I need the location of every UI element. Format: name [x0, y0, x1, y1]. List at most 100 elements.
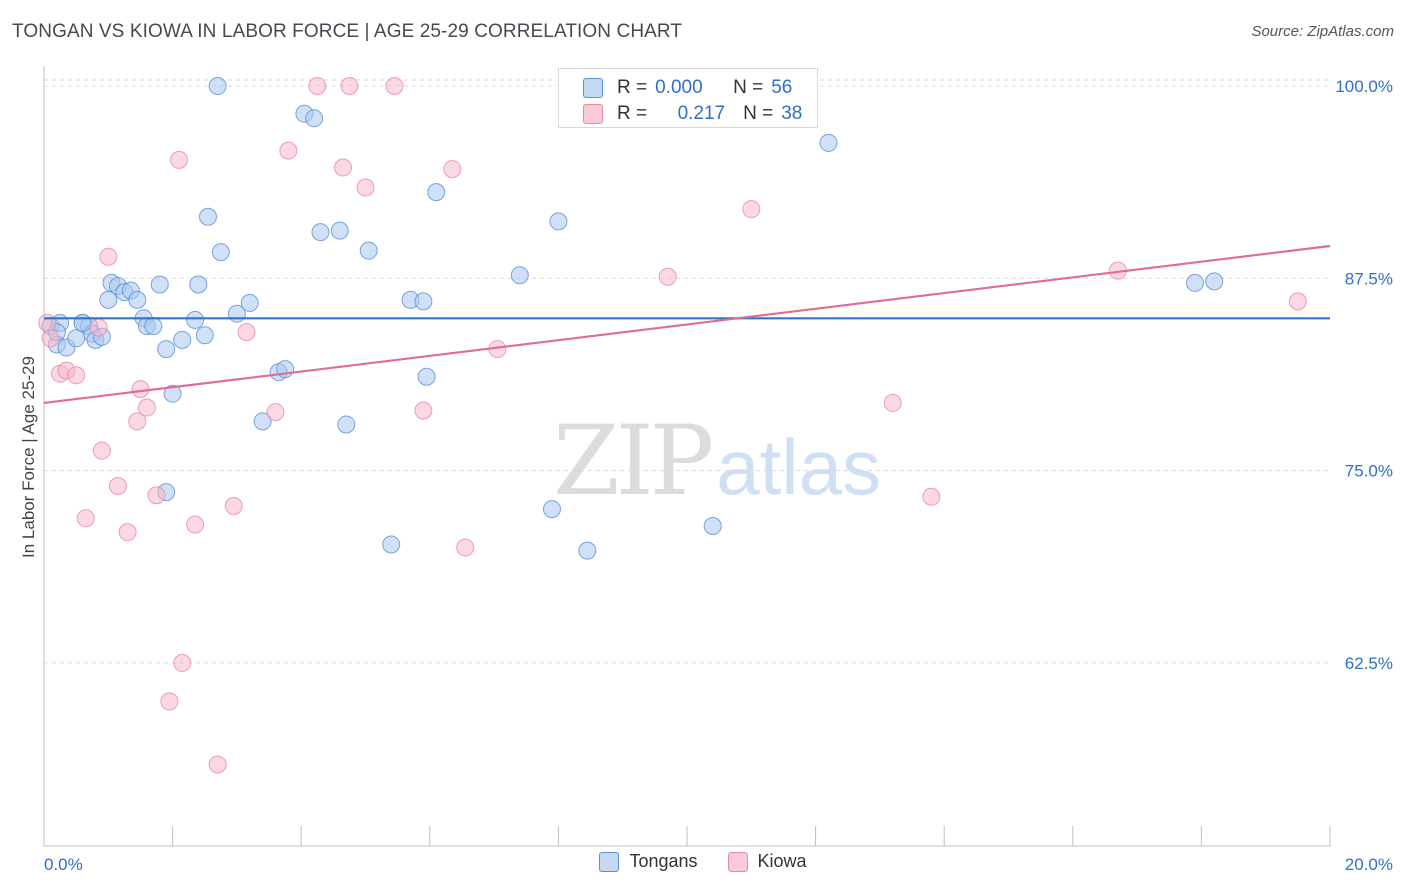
tongans-point: [128, 290, 147, 309]
tongans-point: [549, 212, 568, 231]
kiowa-point: [279, 141, 298, 160]
tongans-r-label: R =: [617, 77, 648, 98]
kiowa-point: [76, 509, 95, 528]
kiowa-point: [128, 412, 147, 431]
legend-item-kiowa: Kiowa: [727, 851, 807, 872]
kiowa-point: [237, 323, 256, 342]
tongans-point: [510, 266, 529, 285]
kiowa-point: [340, 77, 359, 95]
tongans-n-value: 56: [771, 77, 793, 98]
tongans-point: [67, 329, 86, 348]
x-tick-label-min: 0.0%: [44, 855, 83, 874]
tongans-point: [819, 133, 838, 152]
kiowa-point: [147, 486, 166, 505]
y-tick-label: 87.5%: [1345, 269, 1393, 288]
tongans-point: [189, 275, 208, 294]
tongans-point: [1185, 273, 1204, 292]
tongans-point: [417, 367, 436, 386]
kiowa-point: [41, 329, 60, 348]
kiowa-point: [137, 398, 156, 417]
tongans-point: [542, 500, 561, 519]
kiowa-point: [131, 380, 150, 399]
kiowa-point: [67, 366, 86, 385]
kiowa-point: [160, 692, 179, 711]
tongans-point: [382, 535, 401, 554]
kiowa-point: [99, 247, 118, 266]
kiowa-n-value: 38: [781, 103, 803, 124]
kiowa-point: [173, 653, 192, 672]
tongans-r-value: 0.000: [655, 77, 703, 98]
kiowa-point: [108, 477, 127, 495]
kiowa-r-value: 0.217: [677, 103, 726, 124]
tongans-point: [186, 310, 205, 329]
tongans-point: [211, 243, 230, 262]
tongans-point: [359, 241, 378, 260]
kiowa-r-label: R =: [617, 103, 648, 124]
kiowa-point: [333, 158, 352, 177]
x-tick-label-max: 20.0%: [1345, 855, 1393, 874]
tongans-swatch: [583, 78, 603, 98]
legend-label-kiowa: Kiowa: [757, 851, 807, 871]
stats-legend-row-kiowa: R = 0.217 N = 38: [583, 103, 802, 125]
kiowa-point: [883, 393, 902, 412]
kiowa-point: [308, 77, 327, 95]
kiowa-point: [118, 523, 137, 542]
tongans-point: [208, 77, 227, 95]
kiowa-swatch: [583, 104, 603, 124]
tongans-point: [73, 313, 92, 332]
tongans-point: [1205, 272, 1224, 291]
kiowa-point: [266, 403, 285, 422]
stats-legend-row-tongans: R = 0.000 N = 56: [583, 77, 792, 99]
kiowa-point: [922, 487, 941, 506]
tongans-point: [305, 109, 324, 128]
kiowa-point: [356, 178, 375, 197]
tongans-point: [144, 317, 163, 335]
kiowa-point: [186, 515, 205, 534]
tongans-point: [427, 183, 446, 202]
kiowa-point: [1288, 292, 1307, 311]
tongans-point: [311, 223, 330, 242]
kiowa-point: [208, 755, 227, 774]
kiowa-point: [385, 77, 404, 95]
kiowa-trend-line: [43, 244, 1331, 405]
chart-title: TONGAN VS KIOWA IN LABOR FORCE | AGE 25-…: [12, 21, 683, 42]
source-label: Source: ZipAtlas.com: [1251, 23, 1394, 40]
stats-legend: R = 0.000 N = 56 R = 0.217 N = 38: [558, 68, 818, 128]
tongans-point: [173, 330, 192, 349]
tongans-point: [157, 340, 176, 359]
tongans-point: [163, 384, 182, 403]
kiowa-point: [92, 441, 111, 460]
legend-swatch-kiowa: [727, 851, 748, 872]
legend-label-tongans: Tongans: [629, 851, 698, 871]
y-tick-label: 75.0%: [1345, 462, 1393, 481]
tongans-n-label: N =: [733, 77, 764, 98]
kiowa-point: [443, 160, 462, 179]
tongans-point: [703, 517, 722, 535]
tongans-point: [150, 275, 169, 294]
kiowa-point: [742, 200, 761, 219]
tongans-point: [414, 292, 433, 311]
legend-item-tongans: Tongans: [599, 851, 698, 872]
legend-swatch-tongans: [599, 851, 620, 872]
tongans-point: [240, 293, 259, 312]
kiowa-n-label: N =: [743, 103, 774, 124]
y-tick-label: 62.5%: [1345, 654, 1393, 673]
kiowa-point: [170, 150, 189, 169]
tongans-point: [195, 326, 214, 345]
tongans-point: [337, 415, 356, 434]
y-axis-title: In Labor Force | Age 25-29: [19, 356, 38, 558]
kiowa-point: [38, 313, 57, 332]
kiowa-point: [224, 497, 243, 515]
kiowa-point: [89, 318, 108, 337]
series-legend: Tongans Kiowa: [0, 851, 1406, 872]
y-tick-label: 100.0%: [1335, 77, 1393, 96]
kiowa-point: [414, 401, 433, 420]
kiowa-point: [456, 538, 475, 557]
tongans-point: [253, 412, 272, 431]
kiowa-point: [658, 267, 677, 286]
tongans-point: [578, 541, 597, 560]
tongans-point: [198, 207, 217, 226]
tongans-point: [99, 290, 118, 309]
tongans-point: [330, 221, 349, 240]
